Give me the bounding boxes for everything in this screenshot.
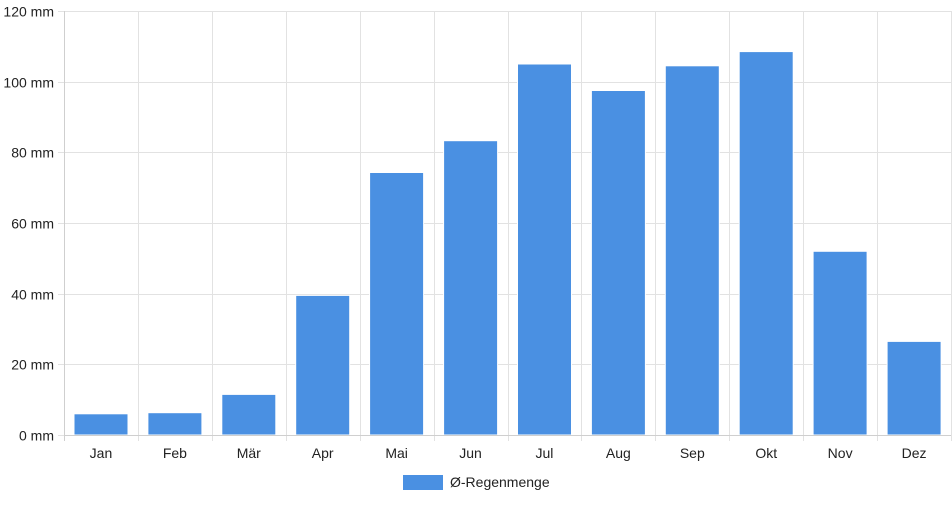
x-tick-label: Okt bbox=[755, 445, 777, 461]
y-tick-label: 60 mm bbox=[11, 216, 54, 232]
x-tick-label: Nov bbox=[828, 445, 853, 461]
y-tick-label: 100 mm bbox=[3, 75, 54, 91]
x-tick-label: Jun bbox=[459, 445, 482, 461]
legend-swatch bbox=[403, 475, 443, 490]
bar-jul[interactable] bbox=[517, 63, 572, 436]
bar-mär[interactable] bbox=[221, 393, 277, 436]
legend-label: Ø-Regenmenge bbox=[450, 474, 550, 490]
x-tick-label: Apr bbox=[312, 445, 334, 461]
bar-aug[interactable] bbox=[590, 90, 646, 436]
bar-jun[interactable] bbox=[443, 140, 499, 436]
bar-okt[interactable] bbox=[738, 51, 794, 436]
bar-mai[interactable] bbox=[369, 172, 425, 436]
x-tick-label: Sep bbox=[680, 445, 705, 461]
x-tick-label: Dez bbox=[902, 445, 927, 461]
bar-sep[interactable] bbox=[664, 65, 720, 436]
bar-jan[interactable] bbox=[73, 413, 129, 436]
y-tick-label: 80 mm bbox=[11, 145, 54, 161]
x-tick-label: Aug bbox=[606, 445, 631, 461]
y-tick-label: 20 mm bbox=[11, 357, 54, 373]
axes: 0 mm 20 mm 40 mm 60 mm 80 mm 100 mm 120 mm Jan F… bbox=[3, 4, 951, 461]
x-tick-label: Feb bbox=[163, 445, 187, 461]
x-tick-label: Jan bbox=[90, 445, 113, 461]
y-tick-label: 40 mm bbox=[11, 287, 54, 303]
x-tick-label: Jul bbox=[536, 445, 554, 461]
y-tick-label: 0 mm bbox=[19, 428, 54, 444]
bar-feb[interactable] bbox=[147, 412, 203, 436]
bar-nov[interactable] bbox=[812, 250, 868, 436]
bars bbox=[73, 51, 942, 436]
x-tick-label: Mär bbox=[237, 445, 261, 461]
grid bbox=[58, 11, 952, 441]
y-tick-label: 120 mm bbox=[3, 4, 54, 20]
bar-apr[interactable] bbox=[295, 294, 351, 436]
legend[interactable]: Ø-Regenmenge bbox=[403, 474, 550, 490]
bar-dez[interactable] bbox=[886, 340, 942, 436]
x-tick-label: Mai bbox=[385, 445, 408, 461]
